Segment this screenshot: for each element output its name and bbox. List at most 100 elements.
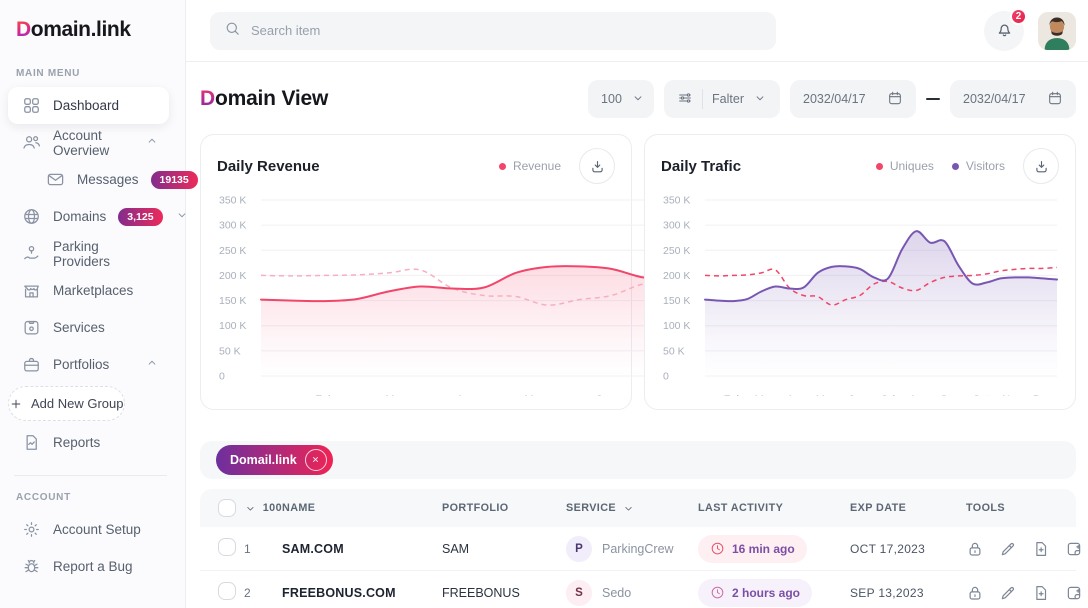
domain-name: SAM.COM <box>282 541 344 556</box>
account-menu: Account Setup Report a Bug <box>0 511 185 585</box>
date-range-dash <box>926 97 940 101</box>
file-export-icon <box>1067 586 1081 599</box>
search-box[interactable] <box>210 11 776 50</box>
file-add-tool-button[interactable] <box>1032 584 1050 602</box>
download-icon <box>1035 160 1047 172</box>
download-button[interactable] <box>1023 148 1059 184</box>
svg-text:250 K: 250 K <box>219 245 246 257</box>
sidebar-item-domains[interactable]: Domains 3,125 <box>8 198 185 235</box>
pencil-tool-button[interactable] <box>999 584 1017 602</box>
chevron-up-icon[interactable] <box>145 134 159 151</box>
sidebar-divider <box>14 475 167 476</box>
sidebar-item-reports[interactable]: Reports <box>8 424 169 461</box>
legend-label: Uniques <box>889 159 934 173</box>
svg-text:50 K: 50 K <box>219 345 241 357</box>
chevron-up-icon[interactable] <box>145 356 159 373</box>
svg-text:Jul: Jul <box>881 394 895 396</box>
daily-revenue-card: Daily Revenue Revenue 350 K 300 K 250 K 200 K… <box>200 134 1058 410</box>
file-export-tool-button[interactable] <box>1065 540 1083 558</box>
sidebar-item-report-a-bug[interactable]: Report a Bug <box>8 548 169 585</box>
calendar-icon <box>1049 91 1061 104</box>
bell-icon <box>995 20 1014 42</box>
column-last-activity[interactable]: LAST ACTIVITY <box>698 502 784 514</box>
column-exp-date[interactable]: EXP DATE <box>850 502 907 514</box>
legend-dot <box>875 162 883 170</box>
chevron-down-icon[interactable] <box>175 208 189 225</box>
user-avatar[interactable] <box>1038 11 1076 50</box>
sidebar-item-messages[interactable]: Messages 19135 <box>8 161 198 198</box>
brand-logo-initial: D <box>16 18 31 41</box>
parking-icon <box>24 245 39 260</box>
exp-date: SEP 13,2023 <box>850 585 924 600</box>
pencil-tool-button[interactable] <box>999 540 1017 558</box>
filter-label: Falter <box>712 92 744 106</box>
column-service[interactable]: SERVICE <box>566 502 698 515</box>
chart-title: Daily Trafic <box>661 157 742 175</box>
legend-dot <box>498 162 506 170</box>
notifications-button[interactable]: 2 <box>984 7 1027 51</box>
lock-tool-button[interactable] <box>966 584 984 602</box>
file-add-tool-button[interactable] <box>1032 540 1050 558</box>
main-menu-label: MAIN MENU <box>16 68 81 79</box>
brand-logo[interactable]: Domain.link <box>0 14 185 52</box>
page-size-select[interactable]: 100 <box>588 80 655 118</box>
sidebar-item-marketplaces[interactable]: Marketplaces <box>8 272 169 309</box>
sidebar-item-account-overview[interactable]: Account Overview <box>8 124 169 161</box>
last-activity-text: 2 hours ago <box>732 585 801 600</box>
page-title-text: omain View <box>214 87 329 110</box>
filter-chip[interactable]: Domail.link <box>216 445 333 475</box>
portfolio-name: FREEBONUS <box>442 585 520 600</box>
search-input[interactable] <box>251 23 762 38</box>
service-name: Sedo <box>602 585 632 600</box>
row-count-control[interactable]: 100 <box>244 502 282 515</box>
download-button[interactable] <box>579 148 615 184</box>
sidebar-item-services[interactable]: Services <box>8 309 169 346</box>
daily-traffic-plot: 350 K 300 K 250 K 200 K 150 K 100 K 50 K 0 Feb Ma… <box>663 195 1058 396</box>
page-content: Domain View 100 Falter 2032/04/17 <box>186 62 1088 608</box>
filter-dropdown[interactable]: Falter <box>664 80 780 118</box>
row-checkbox[interactable] <box>218 538 236 556</box>
legend-item: Revenue <box>498 159 561 173</box>
svg-text:Feb: Feb <box>724 394 743 396</box>
notification-badge: 2 <box>1010 7 1027 25</box>
legend-label: Revenue <box>512 159 561 173</box>
brand-logo-text: omain.link <box>30 18 131 41</box>
sidebar-item-dashboard[interactable]: Dashboard <box>8 87 169 124</box>
count-badge: 3,125 <box>118 207 163 226</box>
date-from-input[interactable]: 2032/04/17 <box>790 80 916 118</box>
row-checkbox[interactable] <box>218 582 236 600</box>
sidebar: Domain.link MAIN MENU Dashboard Account O… <box>0 0 198 608</box>
lock-tool-button[interactable] <box>966 540 984 558</box>
sidebar-item-parking-providers[interactable]: Parking Providers <box>8 235 169 272</box>
services-icon <box>24 320 39 335</box>
svg-text:300 K: 300 K <box>663 220 690 232</box>
last-activity-text: 16 min ago <box>732 541 795 556</box>
column-portfolio[interactable]: PORTFOLIO <box>442 502 509 514</box>
daily-traffic-line <box>704 230 1058 303</box>
sidebar-item-add-new-group[interactable]: Add New Group <box>8 386 125 421</box>
globe-icon <box>24 209 39 224</box>
column-name[interactable]: NAME <box>282 502 316 514</box>
sidebar-item-label: Account Setup <box>53 522 141 537</box>
sidebar-item-account-setup[interactable]: Account Setup <box>8 511 169 548</box>
svg-text:150 K: 150 K <box>663 295 690 307</box>
file-export-tool-button[interactable] <box>1065 584 1083 602</box>
svg-text:Nov: Nov <box>1002 394 1022 396</box>
chip-close-button[interactable] <box>304 449 327 471</box>
date-to-input[interactable]: 2032/04/17 <box>950 80 1076 118</box>
date-from-value: 2032/04/17 <box>803 92 866 106</box>
gear-icon <box>24 522 39 537</box>
sidebar-item-label: Parking Providers <box>53 238 111 269</box>
topbar: 2 <box>186 0 1088 62</box>
svg-text:Aug: Aug <box>909 394 929 396</box>
select-all-checkbox[interactable] <box>218 499 236 517</box>
svg-text:Feb: Feb <box>315 394 334 396</box>
sidebar-item-portfolios[interactable]: Portfolios <box>8 346 169 383</box>
users-icon <box>23 136 40 149</box>
row-number: 2 <box>244 585 251 600</box>
table-row[interactable]: 1 SAM.COM SAM P ParkingCrew 16 min ago OCT 17,… <box>200 527 1081 571</box>
row-tools <box>966 540 1083 558</box>
table-row[interactable]: 2 FREEBONUS.COM FREEBONUS S Sedo 2 hours ago S… <box>200 571 1081 608</box>
file-add-icon <box>1036 585 1047 600</box>
